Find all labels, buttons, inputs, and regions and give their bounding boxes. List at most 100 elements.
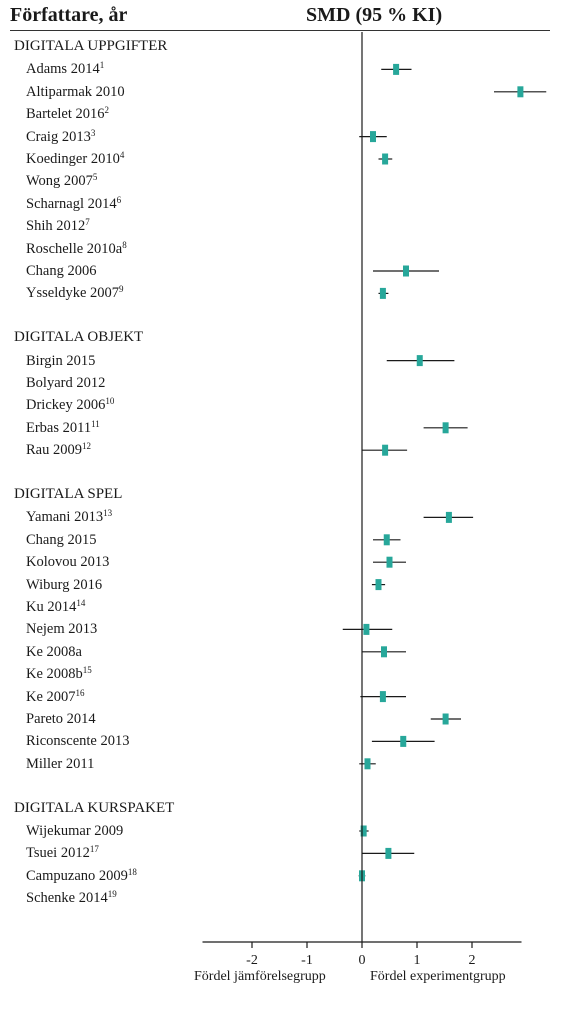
study-label: Drickey 200610 [26, 396, 115, 414]
study-name: Ke 2008a [26, 643, 82, 660]
study-name: Pareto 2014 [26, 711, 96, 727]
group-heading: DIGITALA SPEL [14, 486, 123, 502]
footnote-marker: 12 [81, 441, 91, 452]
effect-size-marker [382, 153, 389, 165]
footnote-marker: 18 [127, 866, 137, 877]
study-label: Tsuei 201217 [26, 844, 99, 862]
study-label: Ke 200716 [26, 687, 85, 705]
footnote-marker: 13 [103, 508, 113, 519]
effect-size-marker [382, 444, 389, 456]
study-name: Rau 2009 [26, 442, 82, 459]
effect-size-marker [383, 534, 390, 546]
study-name: Nejem 2013 [26, 621, 98, 638]
effect-size-marker [364, 758, 371, 770]
effect-size-marker [442, 422, 449, 434]
footnote-marker: 2 [104, 105, 110, 116]
effect-size-marker [416, 355, 423, 367]
study-name: Chang 2006 [26, 263, 97, 279]
study-label: Altiparmak 2010 [26, 84, 125, 100]
study-label: Erbas 201111 [26, 418, 100, 436]
x-tick-label: 0 [359, 953, 366, 968]
study-name: Adams 2014 [26, 61, 100, 78]
footnote-marker: 11 [91, 418, 100, 429]
study-label: Ke 2008a [26, 644, 82, 660]
study-name: Koedinger 2010 [26, 151, 120, 167]
footnote-marker: 3 [90, 127, 96, 138]
study-name: Kolovou 2013 [26, 554, 110, 571]
study-label: Yamani 201313 [26, 508, 113, 526]
study-label: Riconscente 2013 [26, 733, 130, 749]
study-label: Wiburg 2016 [26, 577, 102, 593]
study-name: Roschelle 2010a [26, 240, 123, 257]
group-heading: DIGITALA OBJEKT [14, 329, 144, 346]
footnote-marker: 16 [75, 687, 85, 698]
x-tick-label: -1 [301, 953, 313, 968]
study-name: Tsuei 2012 [26, 845, 90, 862]
study-label: Craig 20133 [26, 127, 96, 145]
x-tick-label: 1 [414, 953, 421, 968]
effect-size-marker [386, 556, 393, 568]
study-name: Schenke 2014 [26, 890, 108, 907]
study-name: Miller 2011 [26, 755, 95, 772]
study-label: Bartelet 20162 [26, 105, 110, 123]
effect-size-marker [363, 623, 370, 635]
author-column-header: Författare, år [10, 4, 128, 26]
header-divider [10, 30, 550, 31]
study-label: Pareto 2014 [26, 711, 96, 727]
x-tick-label: -2 [246, 953, 258, 968]
footnote-marker: 8 [122, 239, 127, 250]
study-name: Yamani 2013 [26, 509, 104, 526]
study-name: Chang 2015 [26, 531, 97, 548]
study-name: Wiburg 2016 [26, 576, 103, 593]
footnote-marker: 19 [107, 889, 117, 900]
study-name: Ku 2014 [26, 599, 77, 615]
study-label: Shih 20127 [26, 217, 90, 235]
study-name: Shih 2012 [26, 218, 86, 235]
effect-size-marker [517, 86, 524, 98]
study-label: Birgin 2015 [26, 353, 95, 369]
study-name: Wong 2007 [26, 173, 93, 190]
study-name: Bartelet 2016 [26, 106, 105, 123]
study-label: Roschelle 2010a8 [26, 239, 127, 257]
study-name: Campuzano 2009 [26, 867, 128, 884]
study-label: Bolyard 2012 [26, 375, 105, 391]
footnote-marker: 5 [92, 172, 98, 183]
group-heading: DIGITALA KURSPAKET [14, 799, 175, 816]
study-name: Birgin 2015 [26, 352, 96, 369]
effect-size-marker [385, 847, 392, 859]
footnote-marker: 9 [119, 284, 124, 295]
study-label: Kolovou 2013 [26, 554, 109, 570]
study-name: Drickey 2006 [26, 397, 106, 414]
study-name: Erbas 2011 [26, 419, 92, 436]
study-label: Wijekumar 2009 [26, 823, 123, 839]
effect-size-marker [393, 63, 400, 75]
effect-size-marker [375, 579, 382, 591]
study-name: Craig 2013 [26, 128, 91, 145]
effect-size-marker [360, 825, 367, 837]
study-name: Ysseldyke 2007 [26, 285, 120, 302]
effect-size-marker [403, 265, 409, 277]
study-label: Campuzano 200918 [26, 866, 137, 884]
effect-size-marker [370, 131, 376, 143]
study-name: Riconscente 2013 [26, 733, 130, 750]
effect-size-marker [400, 735, 407, 747]
study-name: Ke 2007 [26, 688, 76, 705]
effect-column-header: SMD (95 % KI) [306, 4, 443, 26]
footnote-marker: 1 [99, 60, 105, 71]
study-label: Ku 201414 [26, 599, 85, 616]
footnote-marker: 7 [85, 217, 90, 228]
study-label: Ysseldyke 20079 [26, 284, 124, 302]
favours-comparison-label: Fördel jämförelsegrupp [194, 969, 326, 984]
effect-size-marker [442, 713, 449, 725]
group-heading: DIGITALA UPPGIFTER [14, 38, 168, 54]
effect-size-marker [381, 646, 387, 658]
footnote-marker: 17 [89, 844, 99, 855]
study-label: Chang 2015 [26, 532, 96, 548]
study-name: Scharnagl 2014 [26, 195, 117, 212]
footnote-marker: 10 [105, 396, 115, 407]
footnote-marker: 15 [82, 665, 92, 676]
footnote-marker: 6 [116, 194, 122, 205]
study-label: Miller 2011 [26, 756, 94, 772]
study-label: Schenke 201419 [26, 889, 117, 907]
study-label: Rau 200912 [26, 441, 91, 459]
